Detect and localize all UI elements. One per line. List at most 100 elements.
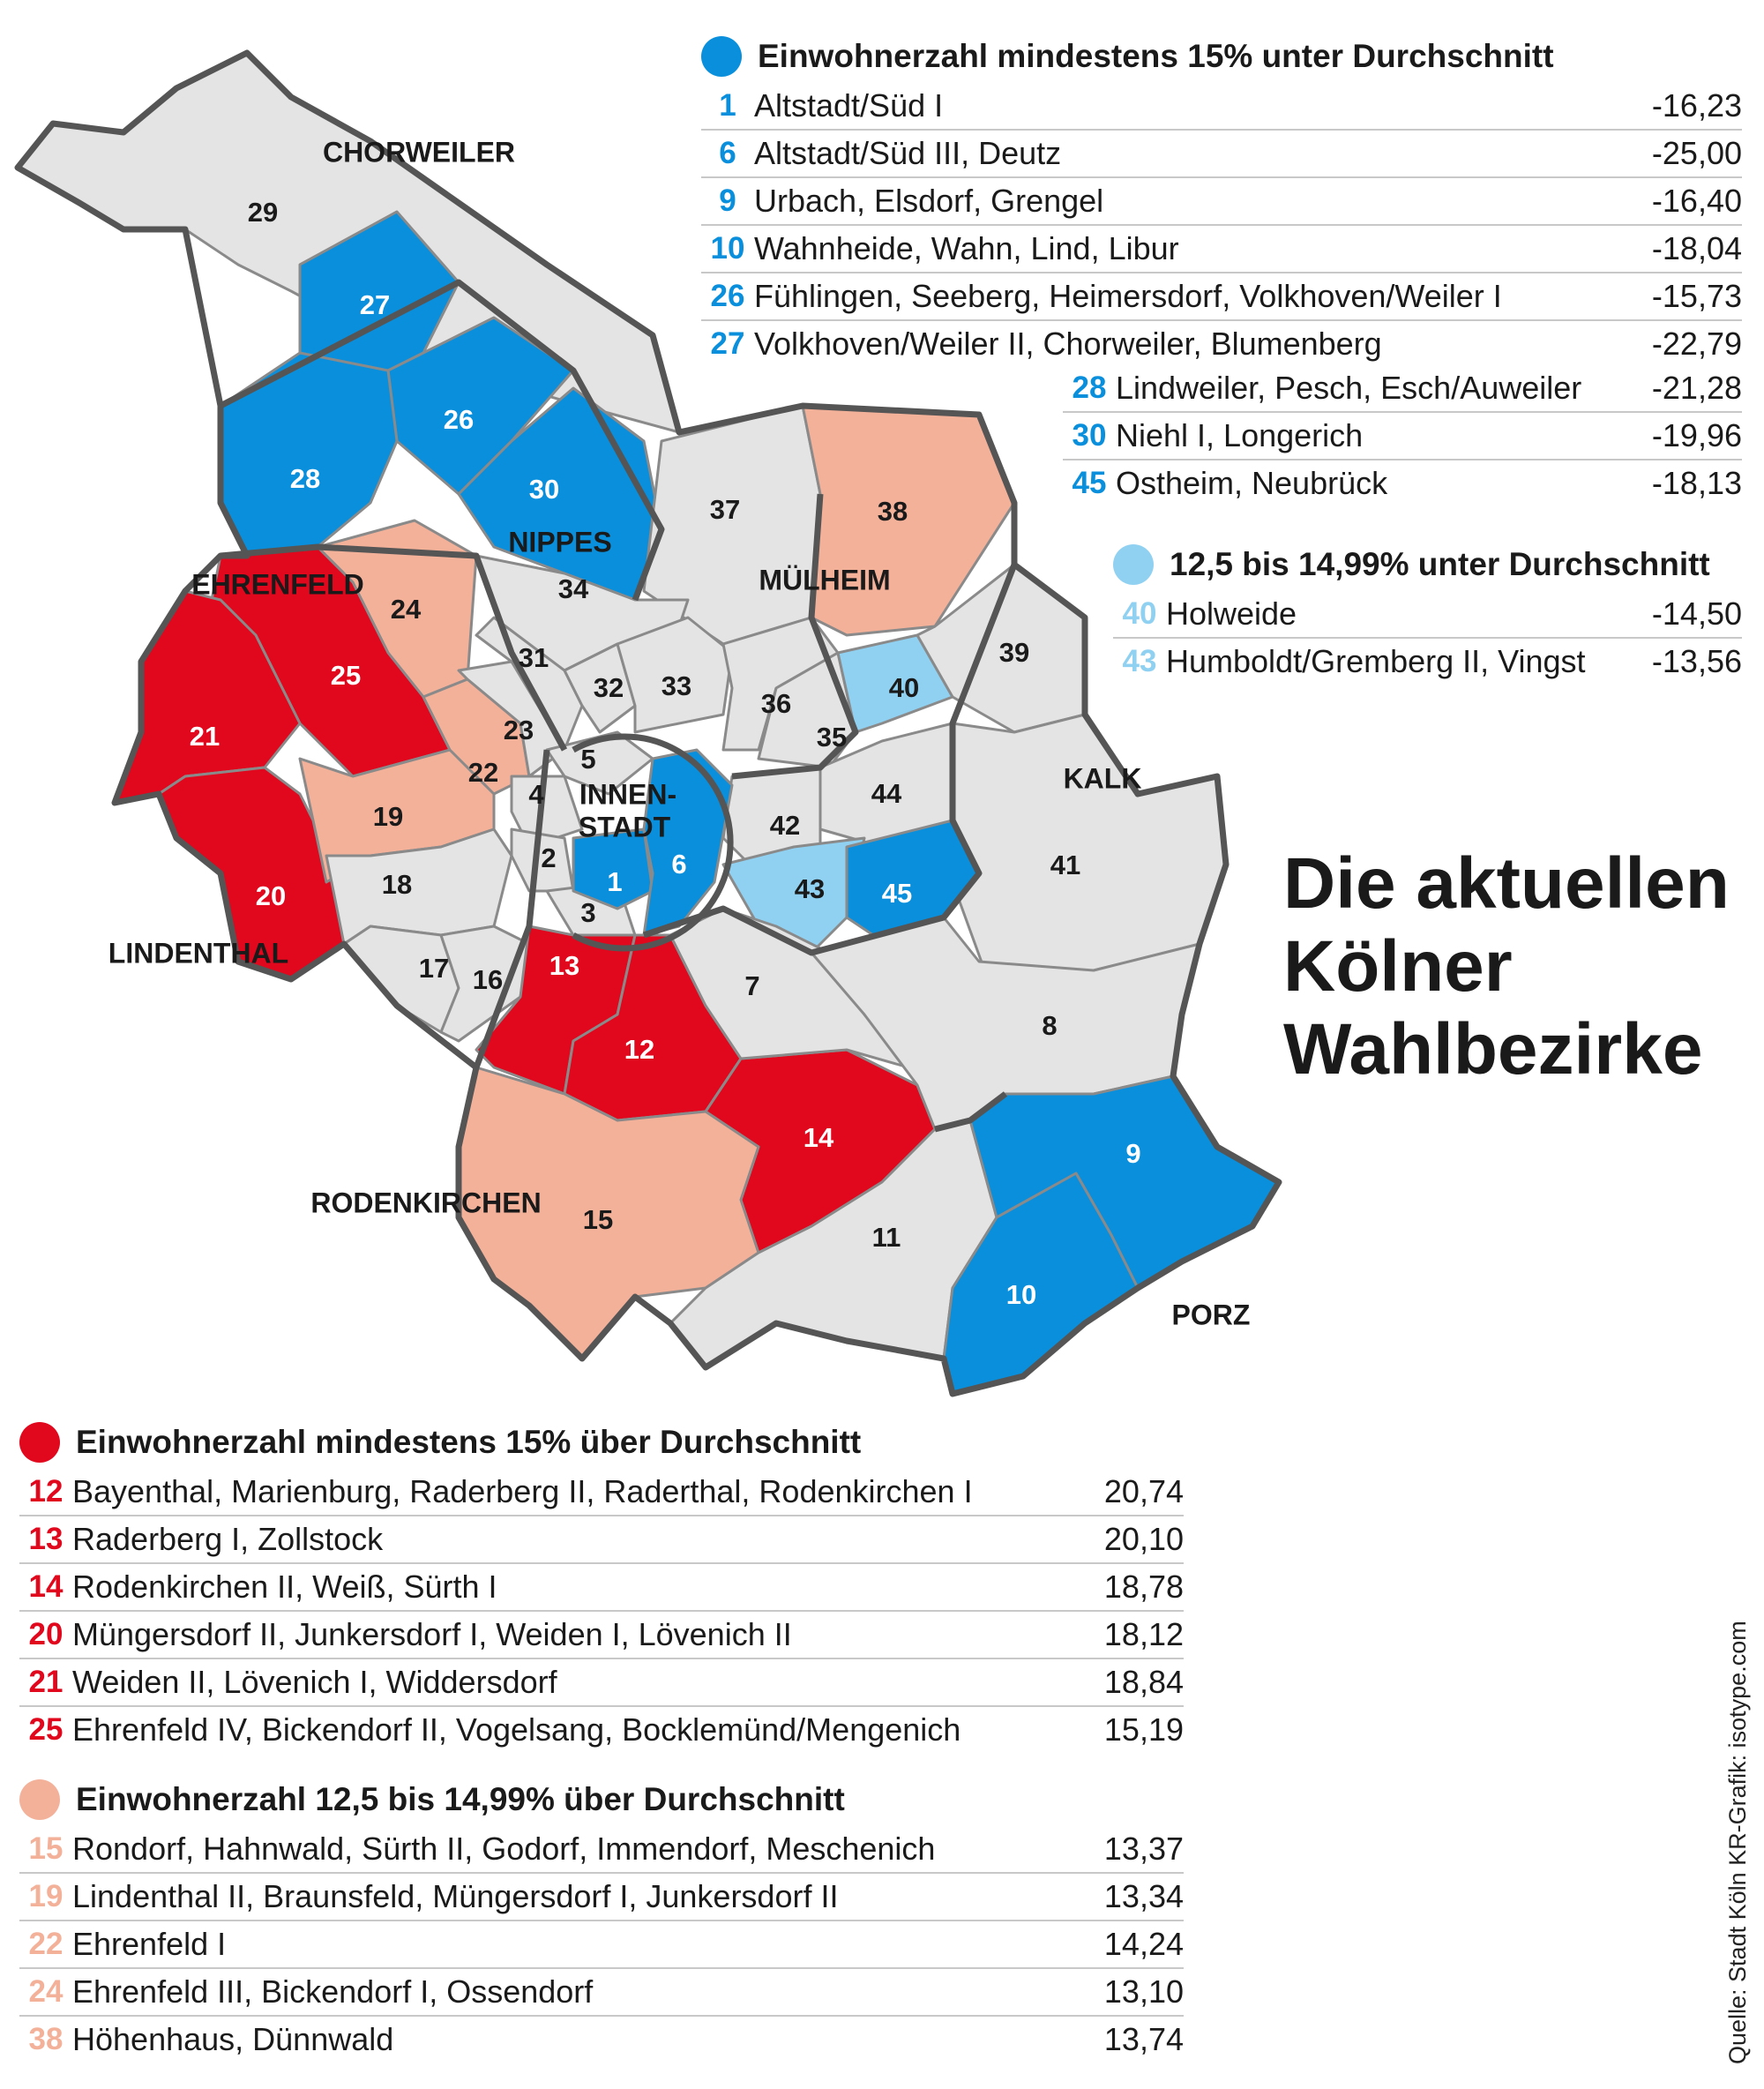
region-muelheim-label: MÜLHEIM bbox=[759, 564, 890, 595]
district-number-36: 36 bbox=[761, 688, 791, 719]
legend-row-9: 9 Urbach, Elsdorf, Grengel -16,40 bbox=[701, 178, 1742, 226]
district-number: 25 bbox=[28, 1712, 64, 1747]
legend-row-15: 15 Rondorf, Hahnwald, Sürth II, Godorf, I… bbox=[19, 1826, 1184, 1874]
district-name: Lindenthal II, Braunsfeld, Müngersdorf I… bbox=[72, 1878, 839, 1914]
deviation-value: -14,50 bbox=[1651, 595, 1742, 632]
legend-row-25: 25 Ehrenfeld IV, Bickendorf II, Vogelsang… bbox=[19, 1707, 1184, 1753]
district-number-26: 26 bbox=[444, 404, 474, 435]
district-number: 27 bbox=[710, 326, 745, 361]
deviation-value: -13,56 bbox=[1651, 643, 1742, 679]
source-credit: Quelle: Stadt Köln KR-Grafik: isotype.co… bbox=[1724, 1621, 1751, 2064]
district-number: 28 bbox=[1072, 371, 1107, 405]
legend-row-19: 19 Lindenthal II, Braunsfeld, Müngersdorf… bbox=[19, 1874, 1184, 1921]
district-number-35: 35 bbox=[817, 722, 847, 752]
district-number-42: 42 bbox=[770, 810, 800, 841]
district-number: 21 bbox=[28, 1665, 64, 1699]
district-number-11: 11 bbox=[872, 1222, 901, 1253]
district-26-area bbox=[386, 316, 575, 496]
district-1-area bbox=[572, 827, 654, 910]
legend-header: Einwohnerzahl mindestens 15% unter Durch… bbox=[701, 30, 1742, 83]
district-name: Rodenkirchen II, Weiß, Sürth I bbox=[72, 1569, 497, 1605]
district-number-10: 10 bbox=[1006, 1279, 1036, 1310]
district-name: Bayenthal, Marienburg, Raderberg II, Rad… bbox=[72, 1473, 973, 1509]
region-innenstadt-label-2: STADT bbox=[579, 811, 671, 842]
district-number-31: 31 bbox=[519, 642, 549, 673]
legend-row-45: 45 Ostheim, Neubrück -18,13 bbox=[1063, 460, 1742, 506]
deviation-value: 14,24 bbox=[1103, 1926, 1184, 1962]
deviation-value: -19,96 bbox=[1651, 417, 1742, 453]
legend-row-6: 6 Altstadt/Süd III, Deutz -25,00 bbox=[701, 131, 1742, 178]
district-number-17: 17 bbox=[419, 953, 449, 984]
district-name: Niehl I, Longerich bbox=[1116, 417, 1364, 453]
district-number-25: 25 bbox=[331, 660, 361, 691]
district-number-44: 44 bbox=[871, 778, 902, 809]
district-name: Urbach, Elsdorf, Grengel bbox=[754, 183, 1104, 219]
legend-row-24: 24 Ehrenfeld III, Bickendorf I, Ossendorf… bbox=[19, 1969, 1184, 2017]
district-number-38: 38 bbox=[878, 496, 908, 527]
district-number-33: 33 bbox=[662, 670, 691, 701]
district-number-19: 19 bbox=[373, 801, 403, 832]
legend-row-20: 20 Müngersdorf II, Junkersdorf I, Weiden … bbox=[19, 1612, 1184, 1659]
district-number-24: 24 bbox=[391, 594, 422, 625]
borough-outlines bbox=[14, 49, 1282, 1397]
region-ehrenfeld-label: EHRENFELD bbox=[191, 568, 364, 600]
deviation-value: 15,19 bbox=[1103, 1711, 1184, 1748]
district-name: Humboldt/Gremberg II, Vingst bbox=[1166, 643, 1586, 679]
district-number-13: 13 bbox=[549, 950, 579, 981]
legend-title: Einwohnerzahl 12,5 bis 14,99% über Durch… bbox=[76, 1781, 845, 1817]
district-number-12: 12 bbox=[624, 1034, 654, 1065]
district-number-39: 39 bbox=[999, 637, 1029, 668]
blue-light-dot-icon bbox=[1113, 544, 1154, 585]
red-strong-dot-icon bbox=[19, 1422, 60, 1463]
district-28-area bbox=[219, 351, 399, 558]
district-number: 22 bbox=[28, 1927, 64, 1961]
district-number: 9 bbox=[719, 183, 736, 218]
region-rodenkirchen-label: RODENKIRCHEN bbox=[310, 1187, 541, 1218]
legend-row-13: 13 Raderberg I, Zollstock 20,10 bbox=[19, 1516, 1184, 1564]
district-number: 43 bbox=[1122, 644, 1157, 678]
district-number: 1 bbox=[719, 88, 736, 123]
deviation-value: 18,78 bbox=[1103, 1569, 1184, 1605]
region-innenstadt-label-1: INNEN- bbox=[579, 778, 676, 810]
deviation-value: -16,40 bbox=[1651, 183, 1742, 219]
district-number: 19 bbox=[28, 1879, 64, 1913]
legend-row-28: 28 Lindweiler, Pesch, Esch/Auweiler -21,28 bbox=[1063, 365, 1742, 413]
deviation-value: 20,74 bbox=[1103, 1473, 1184, 1509]
district-name: Ehrenfeld IV, Bickendorf II, Vogelsang, … bbox=[72, 1711, 961, 1748]
legend-header: 12,5 bis 14,99% unter Durchschnitt bbox=[1113, 538, 1742, 591]
deviation-value: -18,13 bbox=[1651, 465, 1742, 501]
page-title: Die aktuellen Kölner Wahlbezirke bbox=[1283, 843, 1730, 1089]
blue-strong-dot-icon bbox=[701, 36, 742, 77]
district-number-4: 4 bbox=[528, 779, 544, 810]
district-name: Wahnheide, Wahn, Lind, Libur bbox=[754, 230, 1179, 266]
district-number: 38 bbox=[28, 2022, 64, 2056]
red-light-dot-icon bbox=[19, 1779, 60, 1820]
legend-rows: 15 Rondorf, Hahnwald, Sürth II, Godorf, I… bbox=[19, 1826, 1184, 2063]
district-number-5: 5 bbox=[580, 744, 595, 775]
district-number-15: 15 bbox=[583, 1204, 613, 1235]
district-number: 13 bbox=[28, 1522, 64, 1556]
district-name: Rondorf, Hahnwald, Sürth II, Godorf, Imm… bbox=[72, 1831, 936, 1867]
district-number-2: 2 bbox=[541, 842, 556, 873]
district-number-29: 29 bbox=[248, 197, 278, 228]
district-number-40: 40 bbox=[889, 672, 919, 703]
district-41-area bbox=[951, 713, 1228, 981]
deviation-value: 13,37 bbox=[1103, 1831, 1184, 1867]
legend-title: Einwohnerzahl mindestens 15% über Durchs… bbox=[76, 1424, 862, 1460]
legend-row-10: 10 Wahnheide, Wahn, Lind, Libur -18,04 bbox=[701, 226, 1742, 273]
district-number: 20 bbox=[28, 1617, 64, 1651]
district-number-30: 30 bbox=[529, 474, 559, 505]
district-number-37: 37 bbox=[710, 494, 740, 525]
district-name: Höhenhaus, Dünnwald bbox=[72, 2021, 394, 2057]
legend-above-average-light: Einwohnerzahl 12,5 bis 14,99% über Durch… bbox=[19, 1773, 1184, 2063]
district-number: 12 bbox=[28, 1474, 64, 1509]
region-porz-label: PORZ bbox=[1172, 1299, 1251, 1330]
district-name: Ostheim, Neubrück bbox=[1116, 465, 1388, 501]
district-number-34: 34 bbox=[558, 573, 589, 604]
district-number-27: 27 bbox=[360, 289, 390, 320]
deviation-value: 13,10 bbox=[1103, 1973, 1184, 2010]
legend-below-average-strong: Einwohnerzahl mindestens 15% unter Durch… bbox=[701, 30, 1742, 367]
deviation-value: 13,74 bbox=[1103, 2021, 1184, 2057]
district-number: 15 bbox=[28, 1831, 64, 1866]
district-number-22: 22 bbox=[468, 757, 498, 788]
